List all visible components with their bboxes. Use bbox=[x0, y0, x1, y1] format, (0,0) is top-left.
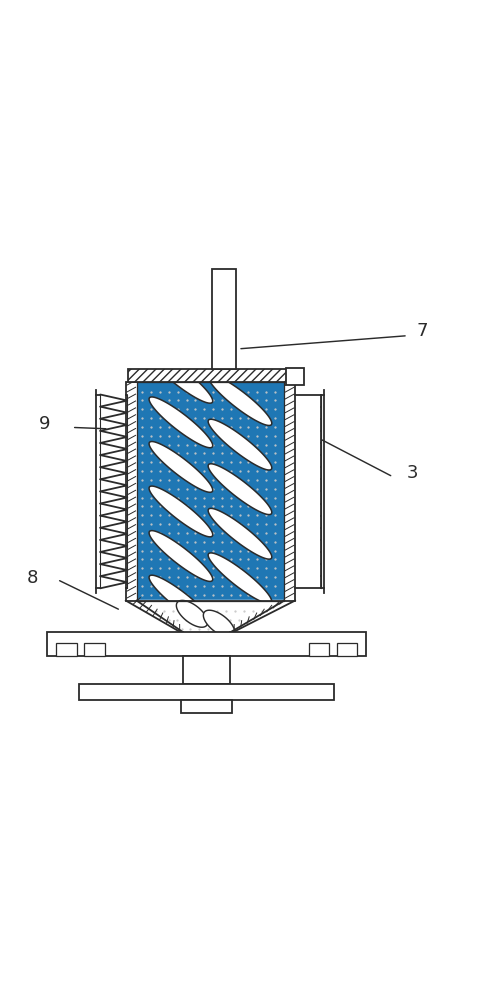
Polygon shape bbox=[176, 600, 208, 627]
Polygon shape bbox=[208, 553, 272, 604]
Polygon shape bbox=[149, 442, 213, 492]
Bar bbox=[128, 369, 293, 382]
Bar bbox=[137, 382, 284, 601]
Bar bbox=[137, 382, 284, 601]
Bar bbox=[84, 643, 105, 656]
Bar bbox=[286, 368, 304, 385]
Bar bbox=[137, 382, 284, 601]
Bar bbox=[79, 684, 334, 700]
Polygon shape bbox=[137, 601, 284, 632]
Polygon shape bbox=[149, 575, 213, 626]
Bar bbox=[137, 382, 284, 601]
Bar bbox=[137, 382, 284, 601]
Bar bbox=[137, 382, 284, 601]
Bar bbox=[126, 382, 295, 601]
Bar bbox=[181, 700, 232, 713]
Polygon shape bbox=[149, 352, 213, 403]
Polygon shape bbox=[203, 610, 235, 637]
Bar bbox=[137, 382, 284, 601]
Bar bbox=[309, 643, 330, 656]
Text: 3: 3 bbox=[407, 464, 419, 482]
Polygon shape bbox=[208, 508, 272, 559]
Bar bbox=[212, 269, 236, 369]
Bar bbox=[284, 382, 295, 601]
Bar bbox=[337, 643, 357, 656]
Polygon shape bbox=[149, 531, 213, 581]
Polygon shape bbox=[149, 397, 213, 448]
Bar bbox=[137, 382, 284, 601]
Polygon shape bbox=[208, 419, 272, 470]
Bar bbox=[47, 632, 366, 656]
Bar bbox=[126, 382, 137, 601]
Polygon shape bbox=[149, 486, 213, 537]
Bar bbox=[137, 382, 284, 601]
Text: 7: 7 bbox=[417, 322, 429, 340]
Bar bbox=[184, 656, 230, 684]
Text: 9: 9 bbox=[39, 415, 51, 433]
Bar bbox=[137, 382, 284, 601]
Bar bbox=[56, 643, 77, 656]
Bar bbox=[137, 382, 284, 601]
Text: 8: 8 bbox=[27, 569, 38, 587]
Polygon shape bbox=[208, 375, 272, 425]
Bar bbox=[137, 382, 284, 601]
Polygon shape bbox=[126, 601, 295, 632]
Polygon shape bbox=[208, 464, 272, 515]
Bar bbox=[137, 382, 284, 601]
